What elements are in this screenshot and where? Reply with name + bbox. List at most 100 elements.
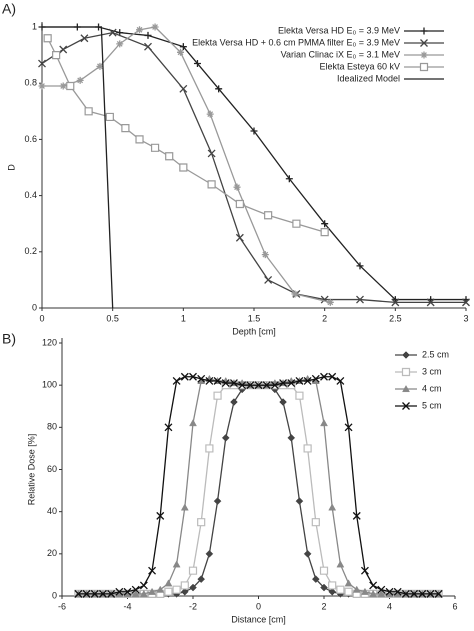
data-marker	[197, 575, 206, 583]
legend-marker	[402, 384, 410, 393]
data-marker	[233, 183, 241, 191]
data-marker	[393, 587, 402, 596]
data-marker	[197, 374, 206, 383]
data-marker	[401, 589, 410, 598]
data-marker	[285, 175, 293, 183]
data-marker	[139, 589, 148, 597]
data-marker	[279, 379, 288, 388]
y-tick-label: 0.8	[24, 78, 37, 88]
data-marker	[352, 511, 361, 520]
data-marker	[279, 398, 287, 406]
x-tick-label: 0	[256, 601, 261, 611]
data-marker	[360, 566, 369, 575]
x-tick-label: -6	[58, 601, 66, 611]
data-marker	[66, 81, 75, 91]
x-tick-label: 1	[181, 313, 186, 323]
data-marker	[230, 398, 238, 406]
data-marker	[165, 152, 174, 161]
series-line	[47, 37, 325, 233]
data-marker	[131, 585, 140, 594]
data-marker	[235, 199, 244, 209]
data-marker	[151, 23, 159, 31]
data-marker	[426, 298, 435, 307]
legend-label: 4 cm	[422, 383, 442, 393]
data-marker	[287, 379, 296, 388]
data-marker	[221, 434, 230, 442]
data-marker	[262, 381, 271, 390]
data-marker	[434, 589, 443, 598]
data-marker	[164, 579, 173, 587]
data-marker	[205, 444, 214, 453]
series-line	[78, 384, 439, 595]
series-line	[42, 26, 114, 309]
data-marker	[123, 587, 132, 596]
data-marker	[148, 566, 157, 575]
data-marker	[188, 566, 198, 575]
data-marker	[164, 423, 173, 432]
y-tick-label: 0	[32, 302, 37, 312]
data-marker	[385, 587, 394, 596]
data-marker	[172, 376, 181, 385]
y-tick-label: 0.4	[24, 190, 37, 200]
data-marker	[303, 376, 312, 385]
data-marker	[156, 585, 165, 593]
x-tick-label: 2	[322, 313, 327, 323]
data-marker	[139, 581, 148, 590]
data-marker	[264, 275, 273, 284]
panel-label: B)	[2, 331, 16, 347]
data-marker	[84, 107, 93, 116]
data-marker	[246, 381, 255, 390]
data-marker	[131, 589, 140, 597]
x-tick-label: 6	[452, 601, 457, 611]
data-marker	[410, 589, 419, 598]
data-marker	[391, 298, 400, 307]
data-marker	[311, 374, 320, 383]
data-marker	[38, 59, 46, 68]
data-marker	[98, 589, 107, 598]
data-marker	[197, 518, 206, 527]
data-marker	[206, 110, 214, 118]
data-marker	[59, 45, 68, 54]
data-marker	[352, 585, 361, 593]
y-tick-label: 80	[47, 422, 57, 432]
y-tick-label: 1	[32, 21, 37, 31]
data-marker	[235, 233, 244, 242]
y-axis-label: Relative Dose [%]	[26, 434, 36, 506]
data-marker	[311, 575, 320, 583]
data-marker	[59, 82, 67, 90]
legend-label: Elekta Versa HD + 0.6 cm PMMA filter E₀ …	[192, 37, 400, 47]
data-marker	[90, 589, 99, 598]
legend-marker	[402, 351, 410, 359]
data-marker	[328, 372, 337, 381]
y-tick-label: 120	[42, 337, 57, 347]
data-marker	[328, 587, 337, 596]
data-marker	[319, 566, 329, 575]
data-marker	[150, 143, 160, 152]
data-marker	[164, 587, 173, 596]
y-tick-label: 60	[47, 464, 57, 474]
data-marker	[344, 423, 353, 432]
data-marker	[74, 589, 83, 598]
data-marker	[320, 419, 328, 427]
data-marker	[321, 220, 329, 228]
data-marker	[135, 135, 144, 144]
data-marker	[43, 34, 52, 43]
y-tick-label: 20	[47, 548, 57, 558]
panel-label: A)	[2, 1, 16, 17]
data-marker	[82, 589, 91, 598]
data-marker	[144, 31, 152, 39]
data-marker	[361, 587, 369, 595]
data-marker	[76, 76, 84, 84]
data-marker	[180, 587, 189, 596]
data-marker	[144, 42, 152, 51]
x-tick-label: 0.5	[106, 313, 119, 323]
y-axis-label: D	[6, 164, 16, 171]
data-marker	[250, 127, 258, 135]
legend-label: Idealized Model	[337, 73, 400, 83]
data-marker	[105, 112, 114, 122]
x-tick-label: -2	[189, 601, 197, 611]
data-marker	[207, 149, 216, 158]
legend-marker	[402, 402, 410, 410]
x-axis-label: Depth [cm]	[232, 326, 276, 336]
